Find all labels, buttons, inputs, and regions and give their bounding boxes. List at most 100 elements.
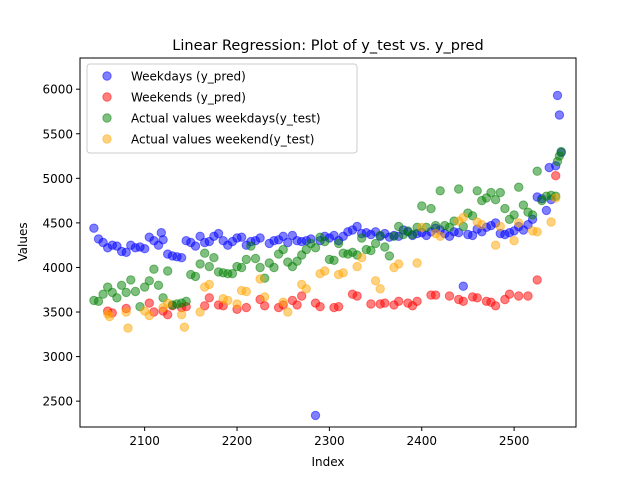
series-1-point-34 (236, 232, 247, 242)
series-3-point-94 (518, 200, 529, 210)
series-2-point-53 (551, 171, 561, 181)
series-3-point-40 (269, 262, 279, 273)
series-3-point-72 (417, 201, 427, 211)
series-1-point-104 (554, 110, 565, 120)
series-1-point-80 (454, 228, 464, 238)
series-3-point-67 (394, 221, 404, 232)
series-3-point-59 (357, 233, 367, 243)
series-3-point-26 (204, 261, 215, 272)
y-tick-label-3: 3500 (42, 306, 73, 320)
series-3-point-90 (500, 203, 510, 214)
series-3-point-51 (320, 236, 330, 247)
series-3-point-74 (426, 203, 436, 214)
series-4-point-16 (232, 299, 242, 309)
legend-label-1: Weekdays (y_pred) (131, 70, 246, 84)
series-2-point-18 (260, 301, 270, 311)
series-2-point-29 (352, 291, 362, 301)
series-4-point-34 (394, 259, 404, 269)
legend-label-4: Actual values weekend(y_test) (131, 133, 314, 147)
series-4-point-36 (417, 222, 427, 233)
series-2-point-44 (472, 293, 482, 303)
series-3-point-17 (163, 266, 173, 276)
series-3-point-7 (116, 280, 127, 290)
chart-title: Linear Regression: Plot of y_test vs. y_… (172, 38, 483, 54)
series-3-point-2 (93, 296, 104, 306)
series-4-point-32 (375, 284, 385, 294)
series-3-point-35 (246, 241, 256, 251)
series-2-point-12 (204, 293, 215, 303)
series-1-point-43 (283, 237, 293, 248)
series-2-point-51 (523, 291, 533, 301)
series-1-point-12 (140, 244, 150, 254)
series-3-point-87 (486, 187, 496, 198)
series-4-point-4 (123, 323, 133, 333)
series-3-point-62 (370, 238, 381, 249)
x-tick-label-5: 2500 (499, 434, 530, 448)
series-4-point-6 (144, 310, 155, 321)
series-3-point-84 (472, 186, 482, 196)
series-3-point-83 (467, 211, 478, 221)
series-4-point-29 (352, 261, 362, 272)
series-1-point-103 (552, 90, 563, 101)
legend-label-3: Actual values weekdays(y_test) (131, 112, 321, 126)
legend-marker-1 (102, 71, 112, 81)
series-3-point-53 (329, 255, 339, 265)
series-1-point-81 (458, 281, 468, 291)
legend: Weekdays (y_pred) Weekends (y_pred) Actual… (86, 63, 358, 154)
y-tick-label-8: 6000 (42, 83, 73, 97)
series-4-point-13 (204, 279, 215, 290)
series-3-point-10 (130, 286, 141, 297)
series-1-point-17 (158, 235, 168, 245)
series-2-point-23 (297, 291, 307, 301)
series-3-point-54 (333, 238, 344, 249)
series-2-point-11 (200, 301, 210, 311)
series-4-point-19 (255, 274, 265, 284)
series-3-point-36 (250, 253, 261, 264)
series-4-point-9 (176, 310, 187, 320)
series-4-point-49 (546, 217, 556, 227)
series-2-point-49 (504, 289, 515, 299)
series-3-point-49 (310, 243, 321, 253)
y-tick-label-6: 5000 (42, 172, 73, 186)
series-3-point-76 (435, 186, 445, 196)
y-tick-label-1: 2500 (42, 395, 73, 409)
legend-label-2: Weekends (y_pred) (131, 91, 246, 105)
series-2-point-42 (458, 296, 468, 306)
series-4-point-3 (121, 307, 131, 317)
series-2-point-7 (163, 310, 173, 320)
series-2-point-22 (292, 300, 302, 310)
series-2-point-40 (444, 291, 455, 301)
series-2-point-4 (144, 298, 155, 308)
series-3-point-23 (190, 271, 201, 282)
series-1-point-25 (195, 231, 205, 242)
series-3-point-24 (195, 259, 205, 269)
series-3-point-70 (407, 229, 418, 240)
series-3-point-13 (144, 276, 155, 286)
series-1-point-21 (176, 253, 187, 263)
series-3-point-3 (98, 289, 108, 299)
series-4-point-8 (163, 298, 173, 308)
series-4-point-46 (514, 218, 524, 228)
y-tick-label-7: 5500 (42, 127, 73, 141)
series-1-point-29 (213, 228, 224, 239)
series-3-point-92 (509, 210, 519, 220)
series-1-point-83 (467, 230, 478, 241)
x-tick-label-1: 2100 (129, 434, 160, 448)
points-layer (89, 90, 566, 421)
series-3-point-89 (495, 187, 505, 198)
series-3-point-104 (556, 146, 566, 157)
series-3-point-42 (278, 244, 288, 255)
series-3-point-75 (430, 220, 441, 231)
series-3-point-14 (149, 264, 159, 274)
y-axis: 2500 3000 3500 4000 4500 5000 5500 6000 (42, 83, 80, 409)
series-1-point-58 (352, 221, 362, 232)
series-4-point-45 (509, 236, 519, 246)
series-2-point-50 (514, 291, 524, 301)
series-3-point-96 (527, 210, 538, 220)
series-2-point-52 (532, 275, 542, 285)
series-1-point-42 (278, 231, 288, 242)
series-2-point-32 (380, 298, 390, 308)
y-tick-label-5: 4500 (42, 216, 73, 230)
y-axis-label: Values (16, 222, 30, 261)
series-2-point-47 (490, 301, 501, 311)
